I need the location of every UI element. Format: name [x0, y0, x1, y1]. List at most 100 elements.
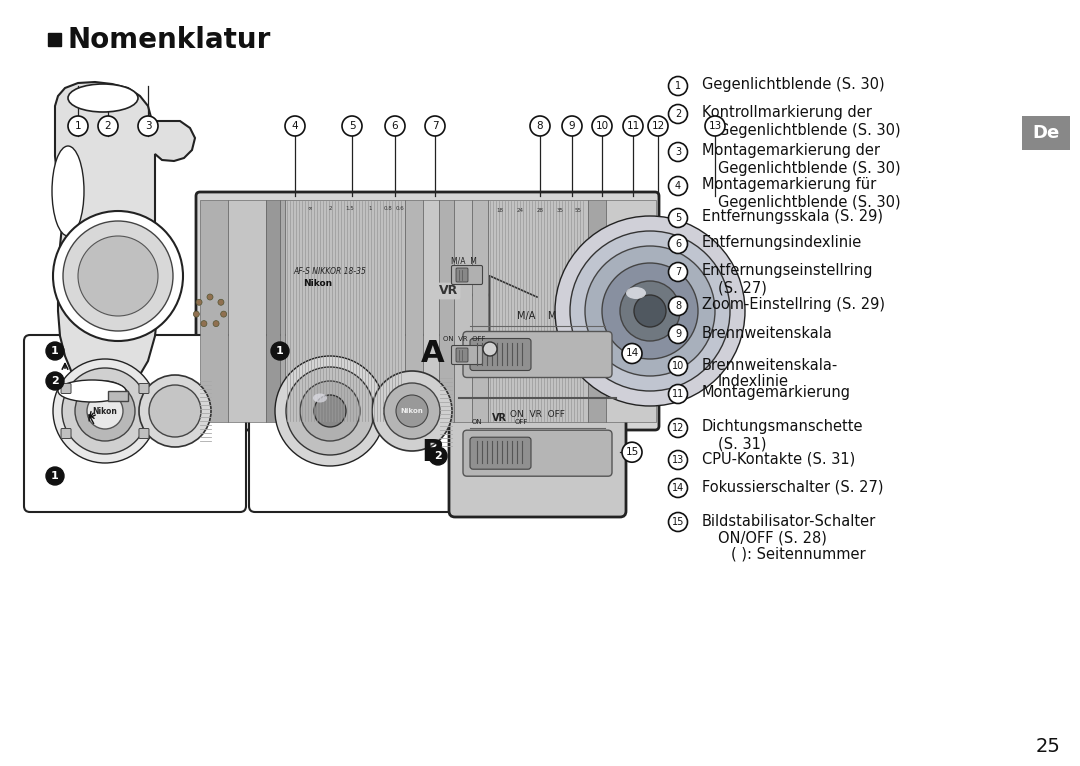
FancyBboxPatch shape: [463, 332, 612, 378]
Circle shape: [669, 325, 688, 343]
Polygon shape: [55, 82, 195, 396]
Text: 15: 15: [672, 517, 685, 527]
Circle shape: [530, 116, 550, 136]
Bar: [438, 200, 454, 422]
Circle shape: [275, 356, 384, 466]
Circle shape: [648, 116, 669, 136]
Text: 18: 18: [497, 208, 503, 212]
Text: 12: 12: [651, 121, 664, 131]
Text: Montagemarkierung für: Montagemarkierung für: [702, 178, 876, 192]
Text: 9: 9: [675, 329, 681, 339]
Text: 5: 5: [675, 213, 681, 223]
Circle shape: [570, 231, 730, 391]
FancyBboxPatch shape: [451, 345, 483, 365]
Text: ON  VR  OFF: ON VR OFF: [443, 336, 485, 342]
Circle shape: [634, 295, 666, 327]
Circle shape: [213, 321, 219, 326]
Text: VR: VR: [491, 413, 507, 423]
Circle shape: [138, 116, 158, 136]
Circle shape: [372, 371, 453, 451]
Bar: [228, 200, 266, 422]
Text: AF-S NIKKOR 18-35: AF-S NIKKOR 18-35: [294, 267, 366, 276]
Bar: [285, 200, 405, 422]
Text: Nomenklatur: Nomenklatur: [68, 26, 271, 54]
Text: 55: 55: [575, 208, 581, 212]
Bar: [405, 200, 423, 422]
Text: 6: 6: [675, 239, 681, 249]
Circle shape: [669, 450, 688, 470]
Bar: [108, 391, 129, 401]
Text: 14: 14: [625, 349, 638, 358]
Circle shape: [342, 116, 362, 136]
Text: 2: 2: [51, 376, 59, 386]
Text: ∞: ∞: [308, 205, 312, 211]
Ellipse shape: [313, 394, 327, 402]
Circle shape: [197, 300, 202, 306]
Circle shape: [669, 418, 688, 437]
Circle shape: [669, 479, 688, 497]
Bar: [488, 200, 588, 422]
Text: (S. 31): (S. 31): [718, 437, 767, 451]
Text: De: De: [1032, 124, 1059, 142]
Text: 3: 3: [675, 147, 681, 157]
Circle shape: [78, 236, 158, 316]
Circle shape: [286, 367, 374, 455]
FancyBboxPatch shape: [24, 335, 246, 512]
Text: Entfernungsindexlinie: Entfernungsindexlinie: [702, 235, 862, 250]
Text: ON: ON: [472, 419, 483, 425]
Text: 7: 7: [675, 267, 681, 277]
Circle shape: [46, 372, 64, 390]
FancyBboxPatch shape: [139, 384, 149, 394]
Text: Entfernungsskala (S. 29): Entfernungsskala (S. 29): [702, 209, 883, 224]
Text: 2: 2: [675, 109, 681, 119]
Circle shape: [669, 77, 688, 96]
Circle shape: [620, 281, 680, 341]
Text: Brennweitenskala: Brennweitenskala: [702, 326, 833, 341]
Circle shape: [220, 311, 227, 317]
Text: 24: 24: [516, 208, 524, 212]
Text: 35: 35: [556, 208, 564, 212]
Text: 1: 1: [675, 81, 681, 91]
Text: CPU-Kontakte (S. 31): CPU-Kontakte (S. 31): [702, 451, 855, 466]
Text: Montagemarkierung: Montagemarkierung: [702, 385, 851, 401]
Text: Zoom-Einstellring (S. 29): Zoom-Einstellring (S. 29): [702, 297, 885, 313]
Text: Brennweitenskala-: Brennweitenskala-: [702, 358, 838, 372]
Circle shape: [622, 442, 642, 462]
Text: 15: 15: [625, 447, 638, 457]
Circle shape: [46, 342, 64, 360]
Circle shape: [592, 116, 612, 136]
Text: Entfernungseinstellring: Entfernungseinstellring: [702, 264, 874, 279]
Text: 2: 2: [328, 205, 332, 211]
Circle shape: [53, 211, 183, 341]
Text: B: B: [421, 437, 445, 466]
Circle shape: [602, 263, 698, 359]
FancyBboxPatch shape: [470, 339, 531, 371]
Text: 14: 14: [672, 483, 684, 493]
Circle shape: [207, 294, 213, 300]
Circle shape: [285, 116, 305, 136]
Text: Nikon: Nikon: [93, 407, 118, 415]
Circle shape: [300, 381, 360, 441]
Text: ON  VR  OFF: ON VR OFF: [510, 410, 565, 419]
Text: 7: 7: [432, 121, 438, 131]
Circle shape: [149, 385, 201, 437]
Text: 1: 1: [51, 346, 59, 356]
Text: ON/OFF (S. 28): ON/OFF (S. 28): [718, 531, 827, 545]
Text: 4: 4: [675, 181, 681, 191]
Circle shape: [62, 368, 148, 454]
Circle shape: [669, 208, 688, 228]
Circle shape: [483, 342, 497, 356]
Circle shape: [396, 395, 428, 427]
Bar: [423, 200, 438, 422]
Circle shape: [669, 176, 688, 195]
FancyBboxPatch shape: [470, 437, 531, 470]
FancyBboxPatch shape: [139, 428, 149, 438]
Text: 4: 4: [292, 121, 298, 131]
Text: Nikon: Nikon: [401, 408, 423, 414]
Circle shape: [669, 296, 688, 316]
Circle shape: [669, 234, 688, 254]
Text: 1: 1: [368, 205, 372, 211]
FancyBboxPatch shape: [62, 428, 71, 438]
Circle shape: [201, 321, 207, 326]
Circle shape: [384, 383, 440, 439]
